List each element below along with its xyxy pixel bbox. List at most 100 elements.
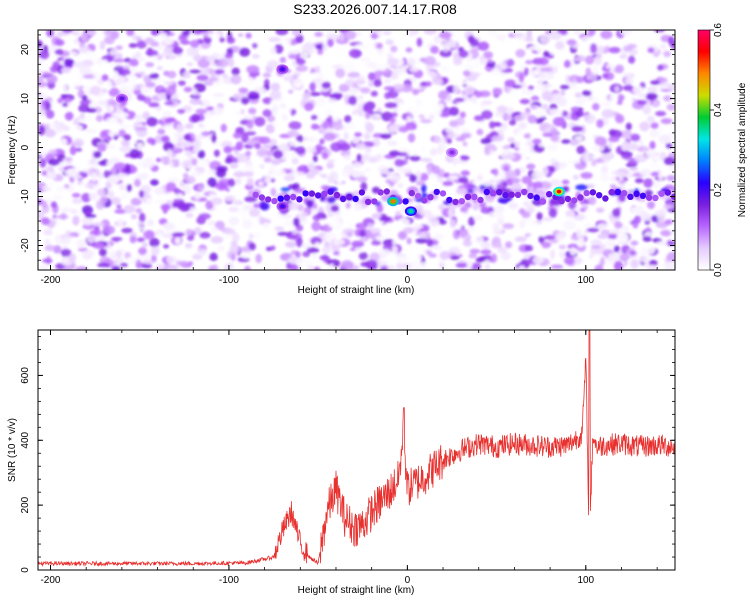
heatmap-cell (503, 165, 510, 172)
heatmap-cell (519, 146, 528, 154)
heatmap-cell (439, 31, 452, 40)
heatmap-cell (597, 45, 605, 54)
heatmap-cell (508, 119, 517, 126)
colorbar-bar (697, 29, 711, 271)
heatmap-cell (39, 49, 50, 60)
heatmap-cell (49, 120, 57, 130)
heatmap-cell (166, 181, 177, 192)
heatmap-cell (243, 171, 254, 178)
heatmap-xtick-label: -200 (40, 275, 60, 286)
heatmap-cell (154, 135, 163, 144)
heatmap-cell (620, 30, 632, 36)
heatmap-cell (438, 204, 445, 211)
heatmap-cell (326, 162, 335, 169)
heatmap-cell (254, 142, 261, 150)
heatmap-cell (321, 152, 329, 160)
heatmap-cell (653, 30, 666, 33)
heatmap-cell (515, 49, 526, 58)
heatmap-cells (38, 30, 675, 270)
heatmap-cell (383, 86, 396, 91)
heatmap-cell (320, 173, 328, 179)
heatmap-cell (502, 223, 515, 230)
heatmap-cell (478, 90, 491, 98)
snr-plot-area (38, 330, 675, 568)
heatmap-cell (440, 40, 453, 48)
heatmap-cell (636, 146, 650, 153)
heatmap-cell (99, 196, 108, 203)
heatmap-cell (187, 234, 195, 241)
heatmap-cell (522, 201, 532, 207)
heatmap-cell (375, 153, 382, 162)
heatmap-cell (515, 130, 526, 136)
heatmap-cell (528, 45, 541, 51)
heatmap-cell (211, 133, 217, 144)
heatmap-cell (592, 102, 600, 111)
heatmap-cell (311, 137, 319, 143)
snr-xtick-label: 100 (577, 575, 594, 586)
heatmap-cell (131, 139, 137, 145)
heatmap-cell (370, 90, 378, 97)
heatmap-cell (584, 213, 589, 222)
heatmap-cell (75, 147, 83, 152)
colorbar-tick-label: 0.6 (713, 23, 724, 37)
heatmap-cell (484, 264, 490, 270)
heatmap-cell (563, 59, 571, 68)
heatmap-cell (492, 222, 499, 233)
heatmap-cell (56, 185, 67, 192)
heatmap-cell (482, 179, 493, 187)
heatmap-cell (322, 246, 331, 255)
heatmap-cell (555, 232, 564, 242)
heatmap-cell (616, 100, 623, 105)
heatmap-cell (409, 174, 418, 183)
heatmap-cell (349, 48, 362, 59)
heatmap-cell (179, 141, 193, 148)
heatmap-cell (259, 164, 265, 169)
heatmap-cell (360, 181, 368, 192)
heatmap-cell (231, 67, 240, 76)
heatmap-cell (310, 72, 322, 80)
heatmap-band-cell (664, 189, 672, 196)
heatmap-cell (393, 79, 402, 85)
heatmap-cell (453, 56, 463, 66)
heatmap-cell (519, 160, 525, 165)
heatmap-cell (228, 57, 235, 68)
colorbar: 0.0 0.2 0.4 0.6 Normalized spectral amplitu… (697, 23, 748, 277)
heatmap-cell (433, 34, 441, 44)
heatmap-cell (532, 256, 545, 265)
heatmap-cell (560, 110, 569, 117)
heatmap-band-cell (477, 196, 484, 204)
heatmap-cell (69, 145, 77, 156)
heatmap-cell (314, 31, 324, 37)
heatmap-cell (629, 166, 638, 171)
heatmap-cell (44, 129, 56, 138)
heatmap-cell (240, 97, 250, 105)
heatmap-cell (244, 196, 258, 203)
heatmap-cell (106, 136, 113, 141)
heatmap-cell (668, 165, 675, 172)
heatmap-cell (637, 93, 647, 98)
heatmap-cell (287, 234, 296, 240)
heatmap-cell (666, 175, 675, 181)
heatmap-cell (210, 236, 224, 244)
heatmap-cell (584, 223, 591, 229)
heatmap-cell (136, 237, 145, 242)
snr-ytick-label: 600 (20, 367, 31, 384)
heatmap-cell (276, 169, 286, 176)
heatmap-cell (501, 114, 515, 119)
heatmap-ytick-label: 20 (20, 44, 31, 56)
heatmap-cell (625, 122, 632, 131)
heatmap-cell (551, 93, 562, 103)
heatmap-cell (194, 125, 208, 133)
heatmap-hotspot (280, 204, 285, 209)
heatmap-cell (183, 86, 193, 93)
heatmap-cell (655, 110, 667, 117)
heatmap-cell (315, 144, 323, 152)
heatmap-cell (380, 133, 392, 140)
heatmap-band-cell (496, 189, 503, 196)
heatmap-band-cell (252, 191, 259, 198)
heatmap-cell (647, 115, 655, 124)
heatmap-cell (97, 143, 107, 152)
heatmap-cell (153, 187, 166, 195)
colorbar-tick-label: 0.4 (713, 103, 724, 117)
heatmap-band-cell (614, 188, 622, 196)
